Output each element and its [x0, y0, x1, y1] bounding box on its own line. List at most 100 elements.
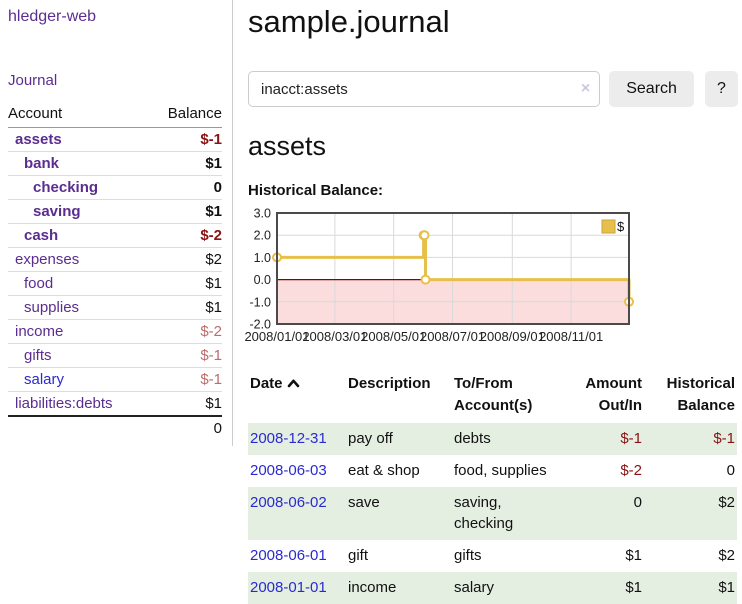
accounts-header-balance: Balance — [148, 103, 222, 128]
account-link-gifts[interactable]: gifts — [24, 347, 52, 364]
account-row: food $1 — [8, 271, 222, 296]
help-button[interactable]: ? — [704, 71, 738, 107]
historical-balance-chart: $3.0 2.0 1.0 0.0 -1.0 -2.0 2008/01/01 2008/03/0… — [240, 207, 738, 355]
y-axis-tick-label: -2.0 — [249, 318, 271, 332]
transaction-date-link[interactable]: 2008-06-02 — [250, 493, 327, 511]
account-balance: $2 — [148, 247, 222, 272]
account-name-cell: saving — [8, 199, 149, 224]
sort-ascending-icon[interactable] — [287, 374, 300, 396]
y-axis-tick-label: 0.0 — [254, 273, 271, 287]
accounts-header-row: Account Balance — [8, 103, 222, 128]
transaction-date-link[interactable]: 2008-01-01 — [250, 578, 327, 596]
search-button[interactable]: Search — [609, 71, 694, 107]
app-brand-link[interactable]: hledger-web — [8, 8, 97, 25]
x-axis-tick-label: 2008/05/01 — [361, 329, 426, 344]
account-row: gifts $-1 — [8, 343, 222, 368]
transaction-amount: $1 — [625, 578, 642, 596]
account-link-assets[interactable]: assets — [15, 131, 62, 148]
account-name-cell: gifts — [8, 343, 149, 368]
transaction-amount: $-1 — [620, 429, 642, 447]
transaction-row: 2008-06-01 gift gifts $1 $2 — [248, 540, 737, 572]
transaction-date-link[interactable]: 2008-06-03 — [250, 461, 327, 479]
account-name-cell: expenses — [8, 247, 149, 272]
transaction-description: income — [348, 578, 397, 596]
y-axis-tick-label: 3.0 — [254, 208, 271, 221]
register-table: Date Description To/From Account(s) Amou… — [248, 371, 737, 604]
transaction-row: 2008-12-31 pay off debts $-1 $-1 — [248, 422, 737, 455]
account-name-cell: liabilities:debts — [8, 391, 149, 416]
transaction-amount: 0 — [633, 493, 642, 511]
account-balance: $-2 — [148, 319, 222, 344]
account-link-income[interactable]: income — [15, 323, 64, 340]
accounts-header-account: Account — [8, 103, 149, 128]
account-heading: assets — [248, 131, 327, 161]
accounts-table: Account Balance assets $-1 bank $1 checking 0… — [8, 103, 222, 440]
sidebar-item-journal[interactable]: Journal — [8, 72, 58, 89]
account-balance: $1 — [148, 271, 222, 296]
transaction-date-link[interactable]: 2008-12-31 — [250, 429, 327, 447]
register-header-accounts: To/From Account(s) — [454, 375, 533, 414]
transaction-balance: $2 — [718, 493, 735, 511]
account-name-cell: bank — [8, 151, 149, 176]
page-title: sample.journal — [248, 4, 450, 39]
account-link-checking[interactable]: checking — [33, 179, 99, 196]
account-row: bank $1 — [8, 151, 222, 176]
account-balance: $-1 — [148, 367, 222, 392]
transaction-date-cell: 2008-06-02 — [248, 487, 346, 540]
y-axis-tick-label: 1.0 — [254, 251, 271, 265]
account-row: assets $-1 — [8, 128, 222, 152]
account-balance: $1 — [148, 295, 222, 320]
search-input-wrap: × — [248, 71, 601, 107]
transaction-accounts: gifts — [454, 546, 482, 564]
account-balance: $1 — [148, 199, 222, 224]
search-form: × Search ? — [248, 71, 738, 107]
account-link-expenses[interactable]: expenses — [15, 251, 80, 268]
account-link-bank[interactable]: bank — [24, 155, 60, 172]
register-header-description: Description — [348, 375, 431, 392]
transaction-balance: $2 — [718, 546, 735, 564]
transaction-description: gift — [348, 546, 369, 564]
clear-search-icon[interactable]: × — [580, 80, 591, 97]
transaction-date-cell: 2008-12-31 — [248, 423, 346, 455]
chart-canvas: $3.0 2.0 1.0 0.0 -1.0 -2.02008/01/012008/03/0… — [244, 207, 634, 344]
accounts-total-row: 0 — [8, 415, 222, 440]
transaction-description: pay off — [348, 429, 393, 447]
transaction-accounts: salary — [454, 578, 495, 596]
x-axis-tick-label: 2008/09/01 — [480, 329, 545, 344]
account-link-liabilities-debts[interactable]: liabilities:debts — [15, 395, 113, 412]
transaction-accounts: food, supplies — [454, 461, 547, 479]
account-balance: $1 — [148, 151, 222, 176]
account-row: cash $-2 — [8, 223, 222, 248]
account-balance: 0 — [148, 175, 222, 200]
account-link-cash[interactable]: cash — [24, 227, 59, 244]
x-axis-tick-label: 2008/11/01 — [539, 329, 603, 344]
account-balance: $-1 — [148, 343, 222, 368]
transaction-balance: $-1 — [713, 429, 735, 447]
account-link-salary[interactable]: salary — [24, 371, 65, 388]
register-header-date[interactable]: Date — [248, 371, 346, 423]
account-link-supplies[interactable]: supplies — [24, 299, 80, 316]
account-link-saving[interactable]: saving — [33, 203, 81, 220]
transaction-row: 2008-06-02 save saving, checking 0 $2 — [248, 486, 737, 540]
total-spacer — [8, 415, 149, 440]
account-balance: $-1 — [200, 131, 222, 148]
transaction-date-link[interactable]: 2008-06-01 — [250, 546, 327, 564]
legend-swatch — [601, 219, 616, 234]
search-input[interactable] — [248, 71, 601, 107]
chart-border — [276, 212, 630, 325]
account-name-cell: assets — [8, 128, 149, 152]
y-axis-tick-label: 2.0 — [254, 229, 271, 243]
account-row: checking 0 — [8, 175, 222, 200]
account-row: supplies $1 — [8, 295, 222, 320]
transaction-row: 2008-06-03 eat & shop food, supplies $-2 0 — [248, 455, 737, 487]
transaction-date-cell: 2008-06-01 — [248, 540, 346, 572]
transaction-amount: $-2 — [620, 461, 642, 479]
data-point-marker — [419, 230, 430, 241]
legend-label: $ — [617, 219, 625, 234]
register-header-balance: Historical Balance — [666, 375, 735, 414]
account-name-cell: food — [8, 271, 149, 296]
account-name-cell: salary — [8, 367, 149, 392]
transaction-balance: 0 — [726, 461, 735, 479]
account-link-food[interactable]: food — [24, 275, 54, 292]
account-name-cell: income — [8, 319, 149, 344]
